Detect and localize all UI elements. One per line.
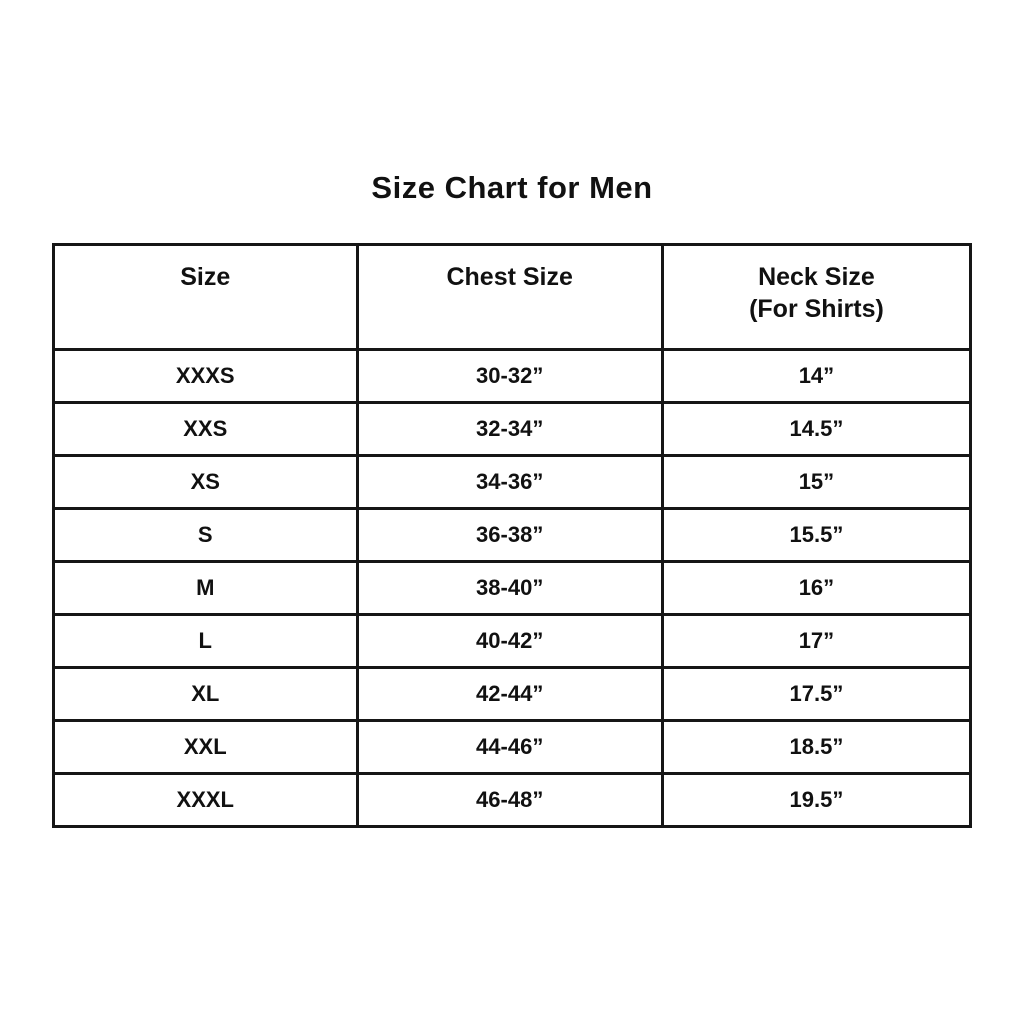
chest-size-cell: 44-46” xyxy=(355,719,664,775)
size-cell: XXXS xyxy=(52,348,359,404)
size-cell: XXXL xyxy=(52,772,359,828)
size-cell: XXS xyxy=(52,401,359,457)
table-row: L 40-42” 17” xyxy=(52,613,973,669)
size-cell: L xyxy=(52,613,359,669)
chest-size-cell: 30-32” xyxy=(355,348,664,404)
page-title: Size Chart for Men xyxy=(371,170,653,205)
table-row: S 36-38” 15.5” xyxy=(52,507,973,563)
chest-size-cell: 40-42” xyxy=(355,613,664,669)
column-header-neck-size: Neck Size (For Shirts) xyxy=(660,243,973,351)
table-body: XXXS 30-32” 14” XXS 32-34” 14.5” XS 34-36” 15” S 3… xyxy=(52,348,973,828)
table-row: XXL 44-46” 18.5” xyxy=(52,719,973,775)
chest-size-cell: 46-48” xyxy=(355,772,664,828)
chest-size-cell: 32-34” xyxy=(355,401,664,457)
column-header-label: Chest Size xyxy=(446,263,573,291)
chest-size-cell: 36-38” xyxy=(355,507,664,563)
neck-size-cell: 14” xyxy=(660,348,973,404)
table-row: XXXS 30-32” 14” xyxy=(52,348,973,404)
column-header-sublabel: (For Shirts) xyxy=(749,295,884,323)
table-row: XL 42-44” 17.5” xyxy=(52,666,973,722)
size-cell: M xyxy=(52,560,359,616)
table-row: XXXL 46-48” 19.5” xyxy=(52,772,973,828)
column-header-size: Size xyxy=(52,243,359,351)
column-header-chest-size: Chest Size xyxy=(355,243,664,351)
table-row: M 38-40” 16” xyxy=(52,560,973,616)
chest-size-cell: 42-44” xyxy=(355,666,664,722)
chest-size-cell: 38-40” xyxy=(355,560,664,616)
size-cell: XL xyxy=(52,666,359,722)
column-header-label: Neck Size xyxy=(758,263,875,291)
table-header-row: Size Chest Size Neck Size (For Shirts) xyxy=(52,243,973,351)
neck-size-cell: 15” xyxy=(660,454,973,510)
neck-size-cell: 16” xyxy=(660,560,973,616)
size-cell: XS xyxy=(52,454,359,510)
header-row: Size Chest Size Neck Size (For Shirts) xyxy=(52,243,973,351)
size-chart-table: Size Chest Size Neck Size (For Shirts) XXXS… xyxy=(52,243,973,828)
neck-size-cell: 14.5” xyxy=(660,401,973,457)
table-row: XXS 32-34” 14.5” xyxy=(52,401,973,457)
size-cell: S xyxy=(52,507,359,563)
neck-size-cell: 17” xyxy=(660,613,973,669)
neck-size-cell: 18.5” xyxy=(660,719,973,775)
neck-size-cell: 17.5” xyxy=(660,666,973,722)
neck-size-cell: 15.5” xyxy=(660,507,973,563)
neck-size-cell: 19.5” xyxy=(660,772,973,828)
chest-size-cell: 34-36” xyxy=(355,454,664,510)
column-header-label: Size xyxy=(180,263,231,291)
size-cell: XXL xyxy=(52,719,359,775)
table-row: XS 34-36” 15” xyxy=(52,454,973,510)
